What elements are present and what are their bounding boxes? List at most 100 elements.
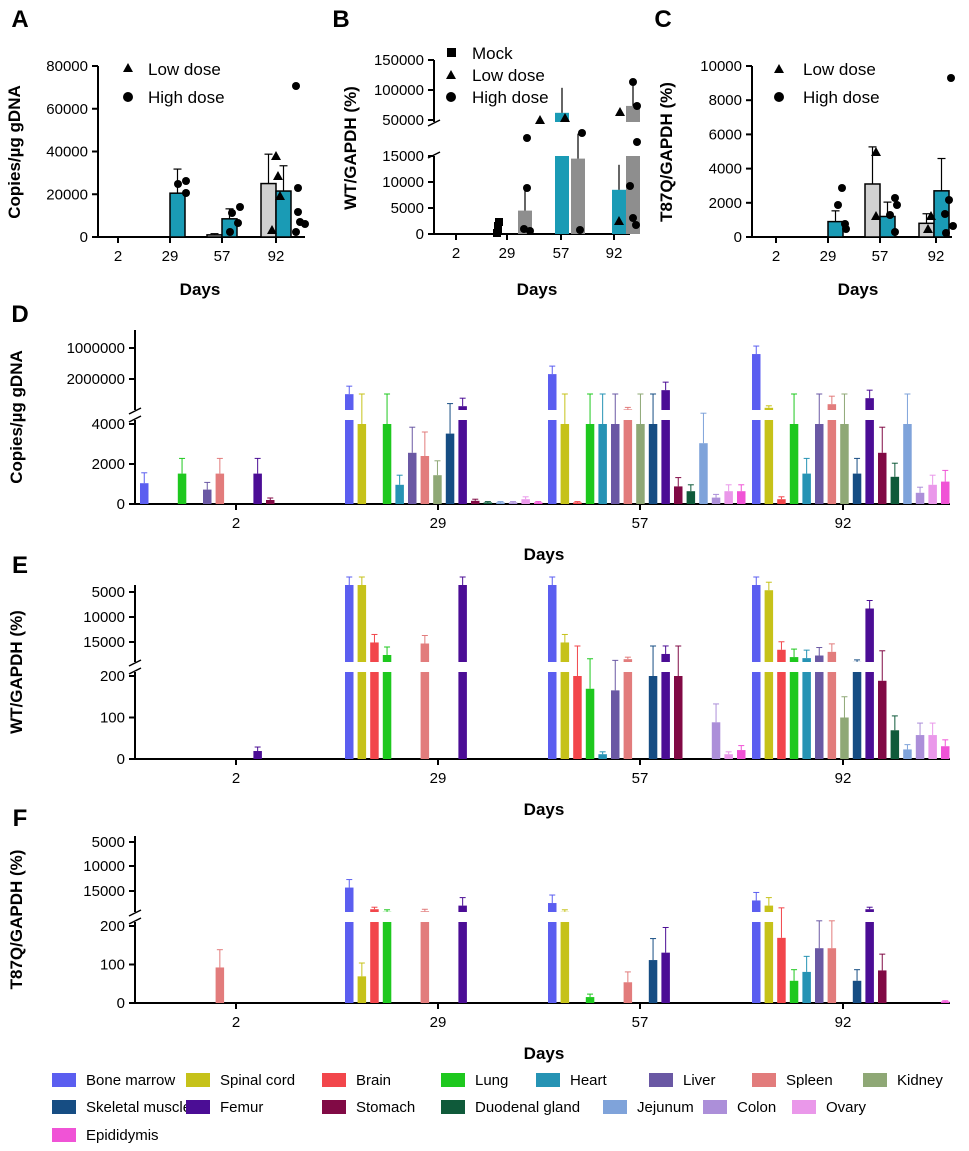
legend-marker-mock-b [447,48,456,57]
bar-f-spinal-cord [764,922,774,1003]
y-tick-label-b: 100000 [374,82,424,99]
dot-high-b [576,226,584,234]
y-tick-label-c: 2000 [709,195,742,212]
axis-break-b [427,119,441,127]
bar-e-spleen [420,672,430,759]
bar-e-upper [815,655,824,662]
bar-d-lung [585,424,595,504]
bar-d-ovary [521,499,530,504]
dot-high-a [174,180,182,188]
dot-high-b [632,221,640,229]
y-tick-label-b: 50000 [382,112,424,129]
y-tick-label-d: 2000000 [67,371,125,388]
bar-a [169,192,186,238]
dot-high-c [893,201,901,209]
y-tick-label-e: 200 [100,668,125,685]
y-tick-label-c: 10000 [700,58,742,75]
bar-d-bone-marrow [752,420,761,504]
bar-b [555,156,569,234]
triangle-low-a [275,191,285,200]
bar-d-stomach [878,452,887,504]
y-tick-label-b: 10000 [382,174,424,191]
legend-label: Lung [475,1072,508,1089]
bar-d-kidney [433,475,442,504]
triangle-low-c [926,211,936,220]
x-axis-label-e: Days [524,800,565,819]
dot-high-c [891,194,899,202]
y-tick-label-d: 2000 [92,456,125,473]
y-tick-label-f: 200 [100,918,125,935]
bar-d-liver [408,452,417,504]
x-tick-label-d: 92 [835,515,852,532]
bar-d-spleen [623,420,633,504]
triangle-low-a [271,151,281,160]
dot-high-a [182,177,190,185]
legend-swatch [603,1100,627,1114]
bar-e-upper [865,608,874,662]
triangle-low-a [273,171,283,180]
y-tick-label-a: 80000 [46,58,88,75]
legend-label: Duodenal gland [475,1099,580,1116]
bar-f-upper [458,905,467,912]
x-axis-label-c: Days [838,280,879,299]
x-tick-label-b: 29 [499,245,516,262]
bar-e-upper [752,585,761,662]
x-tick-label-f: 92 [835,1014,852,1031]
bar-e-upper [345,585,354,662]
triangle-low-c [871,147,881,156]
bar-d-colon [711,497,721,504]
y-tick-label-c: 6000 [709,126,742,143]
x-axis-label-d: Days [524,545,565,564]
bar-d-heart [598,424,607,504]
y-tick-label-a: 40000 [46,144,88,161]
legend-swatch [441,1100,465,1114]
y-tick-label-d: 0 [117,496,125,513]
x-axis-label-a: Days [180,280,221,299]
bar-e-kidney [840,717,849,759]
dot-high-b [526,227,534,235]
y-tick-label-d: 4000 [92,416,125,433]
legend-label: Stomach [356,1099,415,1116]
bar-d-skeletal-muscle [445,433,455,504]
bar-e-brain [370,672,379,759]
bar-d-stomach [471,500,480,504]
bar-e-brain [777,672,786,759]
bar-f-upper [752,900,761,912]
bar-d-upper [345,394,354,410]
y-tick-label-f: 0 [117,995,125,1012]
bar-b [571,158,585,234]
legend-marker-high-a [123,92,133,102]
bar-e-spleen [827,672,837,759]
bar-d-epididymis [534,502,543,504]
bar-f-femur [661,952,670,1003]
bar-e-jejunum [903,749,912,759]
dot-high-b [629,78,637,86]
x-tick-label-e: 2 [232,770,240,787]
dot-high-a [226,228,234,236]
bar-d-brain [573,502,582,504]
legend-label: Spinal cord [220,1072,295,1089]
y-tick-label-f: 5000 [92,834,125,851]
axis-break-d [128,415,142,423]
bar-d-spleen [827,420,837,504]
dot-high-a [292,228,300,236]
legend-swatch [322,1073,346,1087]
legend-swatch [703,1100,727,1114]
legend-label-high-c: High dose [803,88,880,107]
bar-e-femur [253,751,262,759]
legend-label-mock-b: Mock [472,44,513,63]
dot-high-a [301,220,309,228]
bar-e-femur [661,672,670,759]
bar-f-bone-marrow [345,922,354,1003]
bar-d-bone-marrow [345,420,354,504]
y-tick-label-e: 10000 [83,609,125,626]
bar-e-lung [585,688,595,759]
legend-label: Jejunum [637,1099,694,1116]
bar-f-upper [548,903,557,912]
bar-d-skeletal-muscle [852,473,862,504]
y-tick-label-a: 0 [80,229,88,246]
axis-break-d [128,407,142,415]
bar-e-lung [382,672,392,759]
bar-e-femur [458,672,467,759]
x-tick-label-a: 92 [268,248,285,265]
